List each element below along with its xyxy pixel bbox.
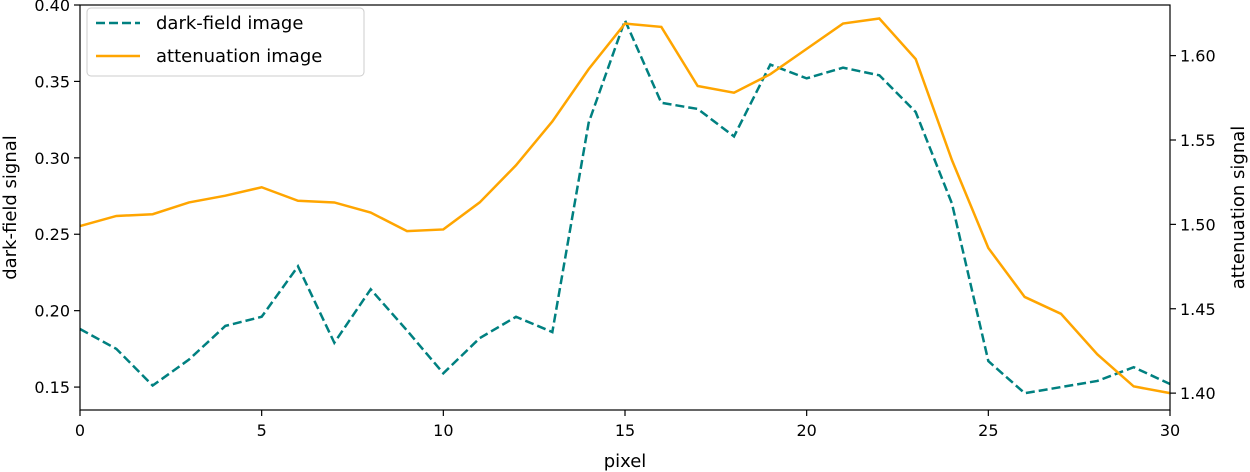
x-tick-label: 25 <box>978 421 998 440</box>
left-y-tick-label: 0.15 <box>34 378 70 397</box>
series-line-dark-field <box>79 16 1171 395</box>
right-y-tick-label: 1.40 <box>1180 384 1216 403</box>
left-y-tick-label: 0.25 <box>34 225 70 244</box>
right-y-axis-ticks: 1.40 1.45 1.50 1.55 1.60 <box>1170 47 1216 403</box>
x-tick-label: 30 <box>1160 421 1180 440</box>
x-tick-label: 5 <box>257 421 267 440</box>
left-y-tick-label: 0.20 <box>34 302 70 321</box>
x-tick-label: 10 <box>433 421 453 440</box>
left-y-tick-label: 0.35 <box>34 72 70 91</box>
legend: dark-field image attenuation image <box>86 7 365 77</box>
right-y-tick-label: 1.55 <box>1180 131 1216 150</box>
left-y-axis-title: dark-field signal <box>0 135 21 280</box>
left-y-tick-label: 0.30 <box>34 149 70 168</box>
x-tick-label: 0 <box>75 421 85 440</box>
x-axis-ticks: 0 5 10 15 20 25 30 <box>75 410 1180 440</box>
left-y-axis-ticks: 0.15 0.20 0.25 0.30 0.35 0.40 <box>34 0 80 397</box>
legend-label-dark-field: dark-field image <box>156 13 303 34</box>
x-axis-title: pixel <box>604 451 647 472</box>
left-y-tick-label: 0.40 <box>34 0 70 15</box>
series-line-attenuation <box>79 17 1171 395</box>
x-tick-label: 15 <box>615 421 635 440</box>
legend-label-attenuation: attenuation image <box>156 46 322 67</box>
plot-area <box>79 16 1171 395</box>
right-y-axis-title: attenuation signal <box>1228 126 1249 290</box>
right-y-tick-label: 1.45 <box>1180 300 1216 319</box>
x-tick-label: 20 <box>796 421 816 440</box>
right-y-tick-label: 1.60 <box>1180 47 1216 66</box>
right-y-tick-label: 1.50 <box>1180 215 1216 234</box>
legend-box <box>86 7 365 77</box>
